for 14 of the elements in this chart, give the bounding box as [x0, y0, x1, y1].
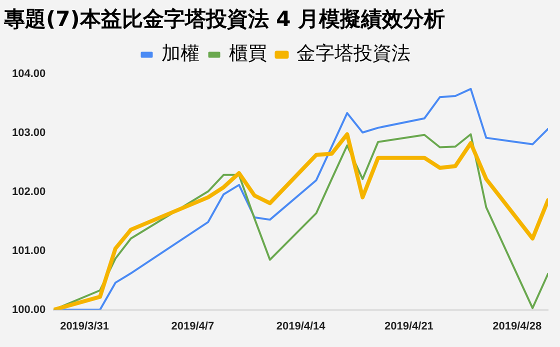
legend-label: 櫃買: [228, 42, 267, 65]
chart-title: 專題(7)本益比金字塔投資法 4 月模擬績效分析: [3, 7, 446, 32]
y-tick-label: 101.00: [12, 244, 46, 257]
y-tick-label: 104.00: [12, 68, 46, 80]
x-tick-label: 2019/4/21: [384, 320, 434, 332]
y-tick-label: 102.00: [12, 186, 46, 198]
legend-label: 金字塔投資法: [296, 42, 410, 65]
x-tick-label: 2019/4/7: [171, 320, 214, 332]
legend-label: 加權: [161, 42, 200, 65]
x-tick-label: 2019/4/14: [276, 320, 326, 332]
y-tick-label: 100.00: [12, 304, 46, 316]
x-tick-label: 2019/3/31: [60, 320, 110, 332]
x-tick-label: 2019/4/28: [492, 320, 542, 332]
y-tick-label: 103.00: [12, 127, 46, 140]
